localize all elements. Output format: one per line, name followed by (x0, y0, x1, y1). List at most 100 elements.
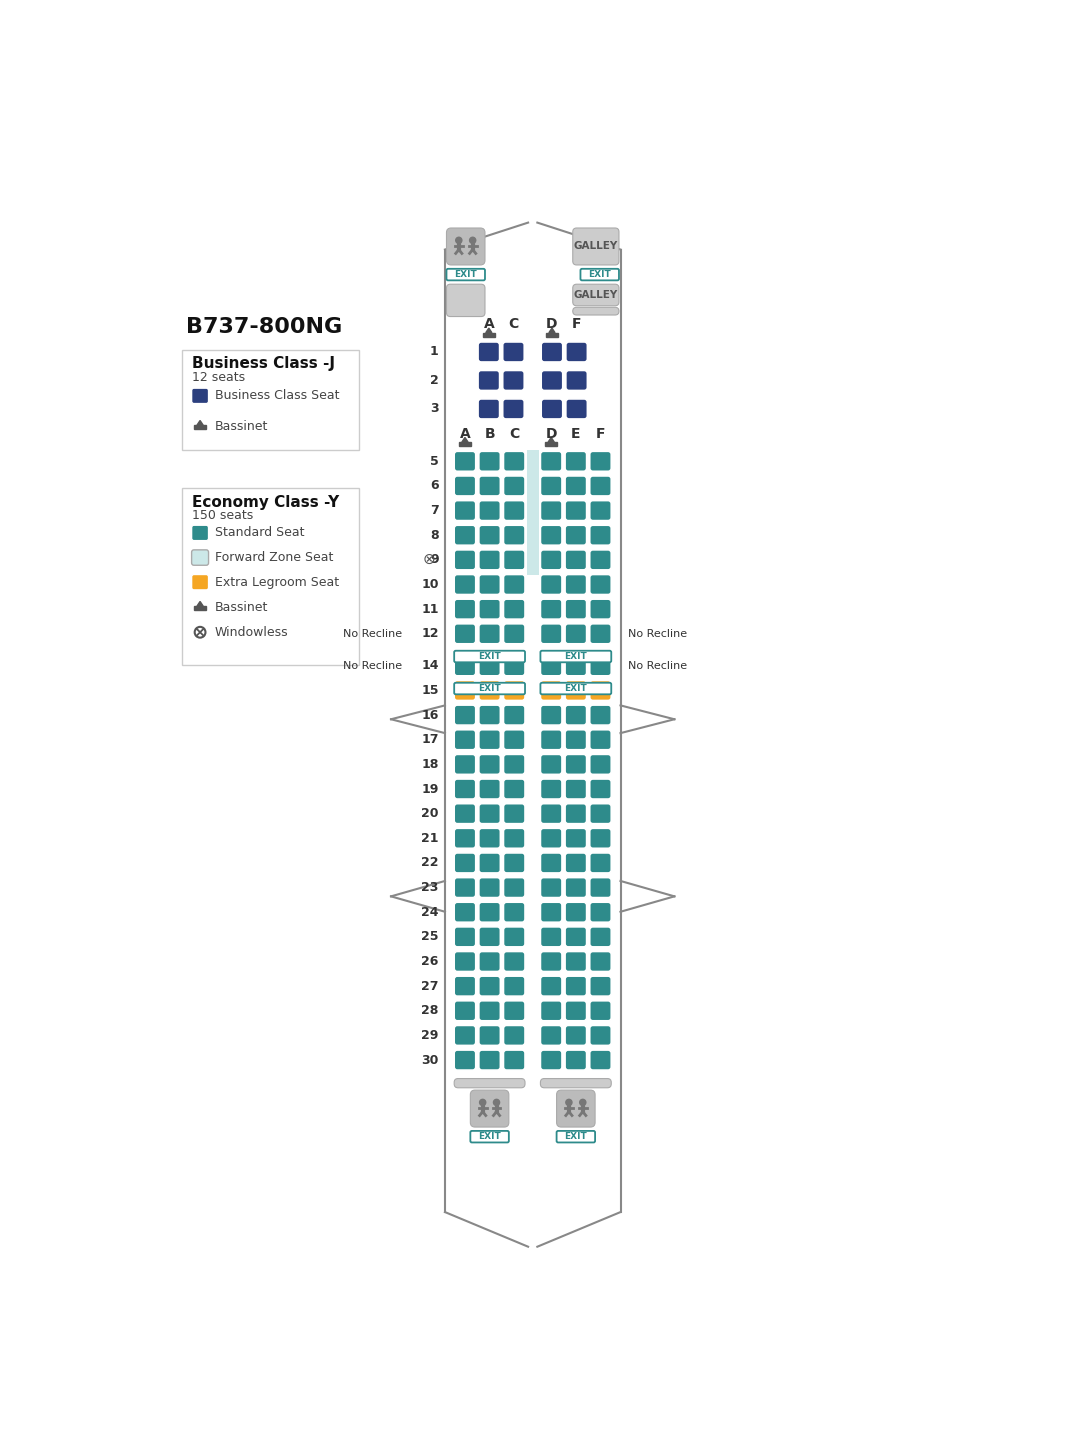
FancyBboxPatch shape (478, 804, 501, 824)
FancyBboxPatch shape (503, 877, 525, 897)
FancyBboxPatch shape (556, 1090, 595, 1127)
FancyBboxPatch shape (478, 342, 500, 362)
FancyBboxPatch shape (454, 729, 475, 749)
Circle shape (480, 1099, 486, 1106)
Text: EXIT: EXIT (588, 270, 611, 279)
FancyBboxPatch shape (478, 705, 501, 725)
FancyBboxPatch shape (478, 656, 501, 676)
FancyBboxPatch shape (566, 342, 587, 362)
Circle shape (470, 237, 475, 243)
Text: Economy Class -Y: Economy Class -Y (191, 495, 339, 509)
FancyBboxPatch shape (503, 476, 525, 496)
Text: 24: 24 (421, 906, 439, 919)
Polygon shape (546, 332, 559, 336)
FancyBboxPatch shape (540, 1025, 562, 1045)
FancyBboxPatch shape (446, 285, 485, 316)
FancyBboxPatch shape (565, 1001, 586, 1021)
FancyBboxPatch shape (565, 779, 586, 800)
FancyBboxPatch shape (503, 500, 525, 521)
FancyBboxPatch shape (478, 1050, 501, 1070)
FancyBboxPatch shape (478, 877, 501, 897)
FancyBboxPatch shape (470, 1130, 508, 1142)
Text: EXIT: EXIT (454, 270, 477, 279)
FancyBboxPatch shape (540, 476, 562, 496)
FancyBboxPatch shape (540, 549, 562, 569)
FancyBboxPatch shape (540, 683, 611, 695)
FancyBboxPatch shape (478, 828, 501, 848)
FancyBboxPatch shape (565, 729, 586, 749)
Text: Forward Zone Seat: Forward Zone Seat (215, 551, 333, 564)
FancyBboxPatch shape (503, 398, 524, 418)
FancyBboxPatch shape (503, 705, 525, 725)
FancyBboxPatch shape (503, 928, 525, 946)
FancyBboxPatch shape (565, 804, 586, 824)
Text: 28: 28 (422, 1004, 439, 1017)
FancyBboxPatch shape (540, 624, 562, 644)
Text: GALLEY: GALLEY (574, 242, 618, 252)
FancyBboxPatch shape (503, 600, 525, 620)
FancyBboxPatch shape (454, 828, 475, 848)
FancyBboxPatch shape (478, 902, 501, 922)
FancyBboxPatch shape (541, 398, 563, 418)
FancyBboxPatch shape (478, 729, 501, 749)
FancyBboxPatch shape (503, 804, 525, 824)
FancyBboxPatch shape (590, 476, 611, 496)
Text: 150 seats: 150 seats (191, 509, 253, 522)
FancyBboxPatch shape (565, 656, 586, 676)
FancyBboxPatch shape (540, 500, 562, 521)
Circle shape (566, 1099, 572, 1106)
FancyBboxPatch shape (590, 755, 611, 775)
Text: EXIT: EXIT (478, 684, 501, 693)
FancyBboxPatch shape (540, 952, 562, 972)
FancyBboxPatch shape (540, 779, 562, 800)
Text: 14: 14 (421, 659, 439, 673)
FancyBboxPatch shape (503, 853, 525, 873)
FancyBboxPatch shape (446, 229, 485, 265)
Text: ⊗: ⊗ (423, 552, 436, 568)
Text: C: C (509, 427, 519, 440)
FancyBboxPatch shape (565, 1050, 586, 1070)
Text: 17: 17 (421, 733, 439, 746)
Text: B737-800NG: B737-800NG (186, 316, 343, 336)
FancyBboxPatch shape (590, 680, 611, 700)
FancyBboxPatch shape (590, 624, 611, 644)
FancyBboxPatch shape (540, 853, 562, 873)
FancyBboxPatch shape (454, 976, 475, 997)
FancyBboxPatch shape (478, 371, 500, 391)
Text: 22: 22 (421, 857, 439, 870)
FancyBboxPatch shape (565, 928, 586, 946)
FancyBboxPatch shape (590, 952, 611, 972)
FancyBboxPatch shape (503, 902, 525, 922)
FancyBboxPatch shape (590, 549, 611, 569)
FancyBboxPatch shape (454, 1050, 475, 1070)
Text: No Recline: No Recline (628, 661, 688, 670)
FancyBboxPatch shape (540, 452, 562, 472)
FancyBboxPatch shape (590, 600, 611, 620)
Text: 7: 7 (430, 505, 439, 518)
FancyBboxPatch shape (590, 1025, 611, 1045)
FancyBboxPatch shape (565, 877, 586, 897)
FancyBboxPatch shape (478, 575, 501, 594)
Polygon shape (548, 437, 554, 441)
Text: 16: 16 (422, 709, 439, 722)
FancyBboxPatch shape (565, 500, 586, 521)
FancyBboxPatch shape (540, 656, 562, 676)
FancyBboxPatch shape (590, 575, 611, 594)
FancyBboxPatch shape (566, 371, 587, 391)
FancyBboxPatch shape (454, 452, 475, 472)
FancyBboxPatch shape (590, 804, 611, 824)
FancyBboxPatch shape (540, 755, 562, 775)
FancyBboxPatch shape (540, 902, 562, 922)
FancyBboxPatch shape (565, 902, 586, 922)
Text: F: F (596, 427, 606, 440)
FancyBboxPatch shape (454, 877, 475, 897)
FancyBboxPatch shape (590, 976, 611, 997)
FancyBboxPatch shape (540, 928, 562, 946)
Polygon shape (483, 332, 494, 336)
Text: 18: 18 (422, 758, 439, 771)
Text: 3: 3 (430, 403, 439, 416)
Text: 30: 30 (422, 1054, 439, 1067)
FancyBboxPatch shape (566, 398, 587, 418)
Text: F: F (571, 318, 581, 331)
Text: Business Class -J: Business Class -J (191, 357, 334, 371)
